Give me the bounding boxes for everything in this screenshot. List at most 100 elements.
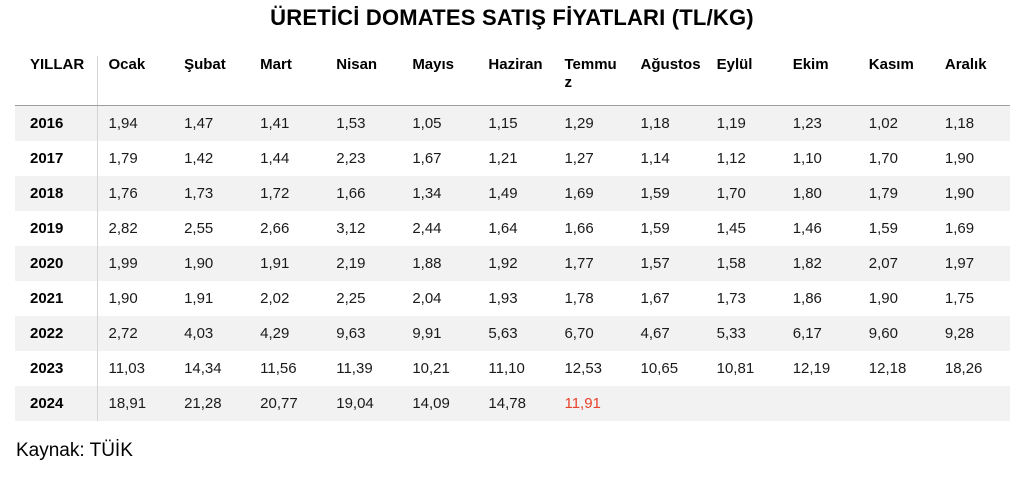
price-cell: 1,90 [944,150,975,167]
col-header-month: Aralık [933,56,1010,106]
col-header-month-label: Ekim [792,56,829,73]
price-cell: 1,90 [868,290,898,307]
col-header-month: Şubat [173,56,250,106]
price-cell: 4,29 [260,325,290,342]
table-row: 2016 1,94 1,47 1,41 1,53 1,05 1,15 1,29 1,18 1,19… [15,105,1010,141]
price-cell: 2,55 [184,220,214,237]
price-cell: 1,23 [792,115,822,132]
price-cell: 1,77 [564,255,594,272]
col-header-month: Mayıs [401,56,478,106]
price-cell: 11,10 [488,360,525,377]
table-row: 2018 1,76 1,73 1,72 1,66 1,34 1,49 1,69 1,59 1,70… [15,176,1010,211]
price-cell: 1,34 [412,185,442,202]
price-cell: 1,99 [108,255,138,272]
price-cell: 1,59 [640,185,670,202]
price-cell: 1,21 [488,150,518,167]
price-cell: 9,60 [868,325,898,342]
price-cell: 2,23 [336,150,366,167]
row-year: 2023 [15,351,98,386]
price-cell: 1,42 [184,150,214,167]
price-cell: 1,91 [260,255,290,272]
row-year: 2024 [15,386,98,421]
price-cell [934,386,1010,421]
col-header-month: Haziran [477,56,554,106]
row-year: 2021 [15,281,98,316]
table-row: 2017 1,79 1,42 1,44 2,23 1,67 1,21 1,27 1,14 1,12… [15,141,1010,176]
price-cell: 14,09 [412,395,450,412]
price-cell: 1,12 [716,150,746,167]
price-cell: 1,47 [184,115,214,132]
price-cell: 1,70 [716,185,746,202]
price-cell: 1,97 [944,255,975,272]
col-header-month-label: Ocak [108,56,146,73]
price-cell [706,386,782,421]
price-cell: 5,63 [488,325,518,342]
price-cell: 1,75 [944,290,975,307]
price-cell: 10,81 [716,360,755,377]
table-row: 2020 1,99 1,90 1,91 2,19 1,88 1,92 1,77 1,57 1,58… [15,246,1010,281]
row-year: 2017 [15,141,98,176]
price-cell: 1,78 [564,290,594,307]
col-header-month: Temmuz [553,56,630,106]
price-cell [630,386,706,421]
price-cell: 1,27 [564,150,594,167]
price-cell: 11,03 [108,360,145,377]
price-cell: 1,93 [488,290,518,307]
price-cell: 1,49 [488,185,518,202]
price-cell: 10,21 [412,360,450,377]
price-cell: 1,67 [412,150,442,167]
price-cell: 12,18 [868,360,907,377]
price-cell: 2,19 [336,255,366,272]
price-cell: 6,70 [564,325,594,342]
price-cell: 1,86 [792,290,822,307]
price-cell: 21,28 [184,395,222,412]
table-row: 2019 2,82 2,55 2,66 3,12 2,44 1,64 1,66 1,59 1,45… [15,211,1010,246]
row-year: 2019 [15,211,98,246]
price-cell: 1,05 [412,115,442,132]
col-header-month: Ocak [97,56,174,106]
price-cell: 11,56 [260,360,297,377]
price-cell: 2,04 [412,290,442,307]
table-row: 2021 1,90 1,91 2,02 2,25 2,04 1,93 1,78 1,67 1,73… [15,281,1010,316]
col-header-month-label: Mart [260,56,292,73]
price-cell: 1,44 [260,150,290,167]
price-cell: 5,33 [716,325,746,342]
price-cell: 1,94 [108,115,138,132]
price-cell: 18,26 [944,360,983,377]
table-body: 2016 1,94 1,47 1,41 1,53 1,05 1,15 1,29 1,18 1,19… [15,105,1010,421]
price-cell: 12,19 [792,360,831,377]
price-cell: 1,80 [792,185,822,202]
price-cell: 2,66 [260,220,290,237]
price-cell: 1,59 [868,220,898,237]
col-header-month-label: Şubat [184,56,226,73]
price-cell: 1,46 [792,220,822,237]
price-cell: 9,91 [412,325,442,342]
row-year: 2020 [15,246,98,281]
price-cell: 1,79 [108,150,138,167]
price-cell: 20,77 [260,395,298,412]
price-cell: 1,53 [336,115,366,132]
col-header-month: Nisan [325,56,402,106]
price-cell: 2,72 [108,325,138,342]
price-cell: 14,34 [184,360,222,377]
price-cell: 1,88 [412,255,442,272]
price-cell: 2,82 [108,220,138,237]
price-cell: 9,63 [336,325,366,342]
col-header-month-label: Eylül [716,56,753,73]
price-cell: 9,28 [944,325,975,342]
price-cell: 4,03 [184,325,214,342]
price-cell [782,386,858,421]
col-header-month-label: Ağustos [640,56,701,73]
price-cell: 1,59 [640,220,670,237]
col-header-month-label: Aralık [944,56,987,73]
row-year: 2016 [15,105,98,141]
col-header-month: Eylül [705,56,782,106]
row-year: 2022 [15,316,98,351]
price-cell: 1,90 [108,290,138,307]
col-header-years: YILLAR [15,56,98,106]
price-cell-highlighted: 11,91 [564,395,601,412]
price-cell: 6,17 [792,325,822,342]
price-cell: 1,76 [108,185,138,202]
price-cell: 1,66 [336,185,366,202]
